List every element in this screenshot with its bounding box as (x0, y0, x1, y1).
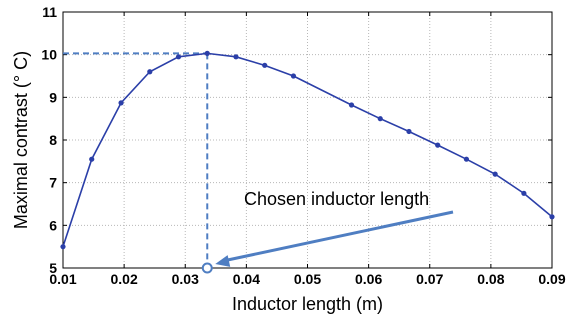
y-tick-label: 6 (49, 217, 57, 233)
x-tick-label: 0.07 (416, 271, 443, 287)
x-axis-label: Inductor length (m) (232, 294, 383, 314)
x-tick-label: 0.01 (49, 271, 76, 287)
data-point (89, 156, 95, 162)
guide-lines (63, 52, 209, 268)
annotation-label: Chosen inductor length (244, 189, 429, 209)
data-point (549, 214, 555, 220)
y-tick-label: 5 (49, 260, 57, 276)
data-point (463, 156, 470, 162)
data-point (147, 69, 153, 75)
y-tick-label: 8 (49, 132, 57, 148)
x-tick-label: 0.02 (111, 271, 138, 287)
ticks: 0.01 0.02 0.03 0.04 0.05 0.06 0.07 0.08 0.09 5 6 7 8… (41, 4, 565, 287)
data-point (348, 102, 355, 108)
y-tick-label: 9 (49, 89, 57, 105)
y-tick-label: 7 (49, 175, 57, 191)
x-tick-label: 0.08 (477, 271, 504, 287)
data-point (204, 50, 210, 56)
grid (63, 12, 552, 268)
y-axis-label: Maximal contrast (° C) (11, 51, 31, 229)
annotation-arrow-head (215, 255, 231, 267)
annotation: Chosen inductor length (201, 189, 454, 274)
series (60, 50, 555, 250)
data-point (377, 116, 383, 122)
data-point (406, 128, 412, 135)
x-tick-label: 0.04 (233, 271, 260, 287)
data-point (175, 54, 182, 60)
data-point (262, 62, 268, 68)
data-point (435, 142, 441, 148)
data-point (492, 171, 498, 177)
data-point (521, 190, 527, 196)
x-tick-label: 0.03 (172, 271, 199, 287)
plot-frame (62, 11, 553, 269)
data-point (233, 54, 239, 60)
x-tick-label: 0.06 (355, 271, 382, 287)
data-point (290, 73, 297, 79)
y-tick-label: 10 (41, 47, 57, 63)
x-tick-label: 0.05 (294, 271, 321, 287)
y-tick-label: 11 (42, 4, 57, 20)
data-point (60, 244, 66, 250)
chosen-length-marker (201, 262, 213, 274)
annotation-arrow-shaft (224, 210, 454, 262)
x-tick-label: 0.09 (538, 271, 565, 287)
data-point (118, 100, 124, 106)
